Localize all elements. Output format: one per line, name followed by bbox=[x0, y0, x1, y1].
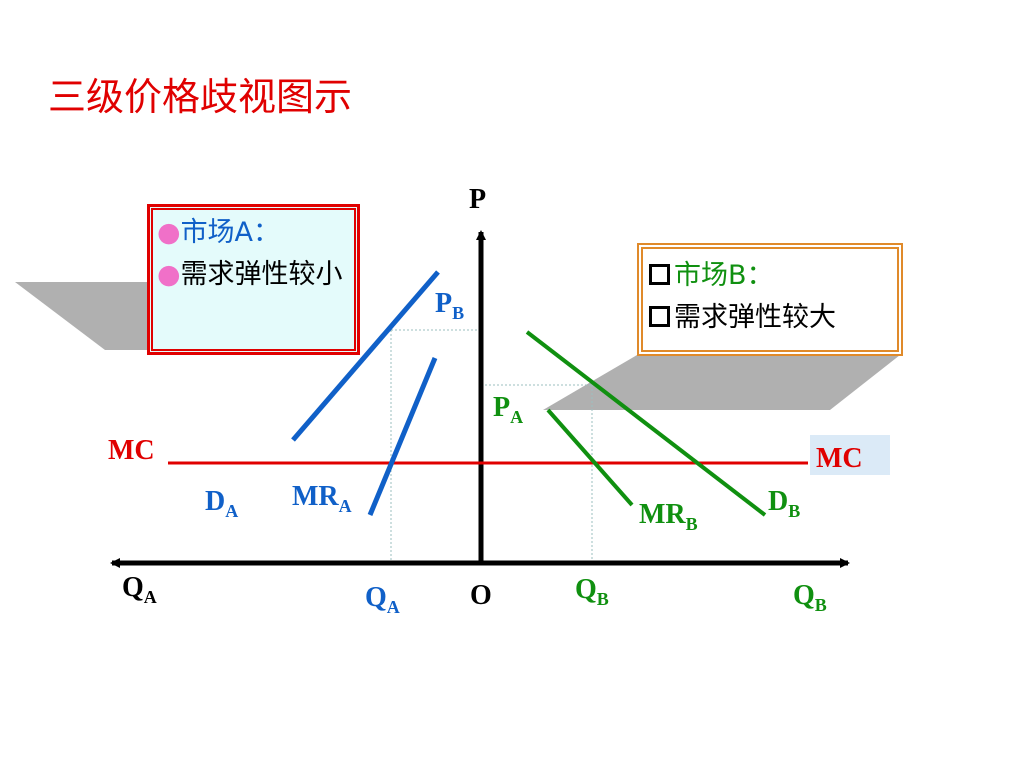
bullet: ● bbox=[157, 217, 181, 248]
label-main: Q bbox=[365, 582, 387, 613]
market-a-name: 市场A： bbox=[180, 217, 281, 248]
market-b-note-row: 需求弹性较大 bbox=[649, 297, 891, 339]
market-a-note-row: ●需求弹性较小 bbox=[157, 254, 350, 296]
label-main: Q bbox=[793, 580, 815, 611]
market-a-note: 需求弹性较小 bbox=[180, 259, 343, 290]
label-sub: A bbox=[387, 597, 400, 617]
pb-label: PB bbox=[435, 288, 464, 323]
label-sub: A bbox=[339, 496, 352, 516]
bullet bbox=[649, 264, 670, 285]
market-a-name-row: ●市场A： bbox=[157, 212, 350, 254]
market-b-name: 市场B： bbox=[674, 260, 774, 291]
pa-label: PA bbox=[493, 392, 523, 427]
label-main: P bbox=[493, 392, 510, 423]
mra-label: MRA bbox=[292, 481, 352, 516]
qa-label: QA bbox=[365, 582, 400, 617]
label-sub: B bbox=[788, 501, 800, 521]
label-main: P bbox=[435, 288, 452, 319]
label-sub: A bbox=[510, 407, 523, 427]
bullet bbox=[649, 306, 670, 327]
label-main: MR bbox=[292, 481, 339, 512]
mc-label: MC bbox=[108, 435, 155, 466]
market-a-box: ●市场A： ●需求弹性较小 bbox=[147, 204, 360, 355]
mr-a bbox=[367, 357, 438, 516]
da-label: DA bbox=[205, 486, 238, 521]
p-axis-label: P bbox=[469, 184, 486, 215]
label-sub: B bbox=[686, 514, 698, 534]
mc-label: MC bbox=[816, 443, 863, 474]
mrb-label: MRB bbox=[639, 499, 698, 534]
label-main: D bbox=[768, 486, 788, 517]
title: 三级价格歧视图示 bbox=[48, 75, 352, 119]
market-b-box: 市场B： 需求弹性较大 bbox=[637, 243, 903, 356]
label-main: Q bbox=[575, 574, 597, 605]
label-sub: A bbox=[144, 587, 157, 607]
label-sub: B bbox=[597, 589, 609, 609]
market-b-name-row: 市场B： bbox=[649, 255, 891, 297]
label-sub: B bbox=[452, 303, 464, 323]
qb-label: QB bbox=[575, 574, 609, 609]
market-b-note: 需求弹性较大 bbox=[674, 302, 836, 333]
demand-b bbox=[525, 330, 767, 517]
bullet: ● bbox=[157, 259, 181, 290]
label-main: Q bbox=[122, 572, 144, 603]
q-right-label: QB bbox=[793, 580, 827, 615]
label-sub: B bbox=[815, 595, 827, 615]
box-shadow bbox=[543, 355, 900, 410]
origin-label: O bbox=[470, 580, 492, 611]
label-main: MR bbox=[639, 499, 686, 530]
mc-label-bg bbox=[810, 435, 890, 475]
db-label: DB bbox=[768, 486, 800, 521]
label-sub: A bbox=[225, 501, 238, 521]
guide-lines bbox=[390, 329, 593, 563]
q-left-label: QA bbox=[122, 572, 157, 607]
mr-b bbox=[546, 408, 634, 507]
demand-a bbox=[291, 270, 440, 442]
label-main: D bbox=[205, 486, 225, 517]
